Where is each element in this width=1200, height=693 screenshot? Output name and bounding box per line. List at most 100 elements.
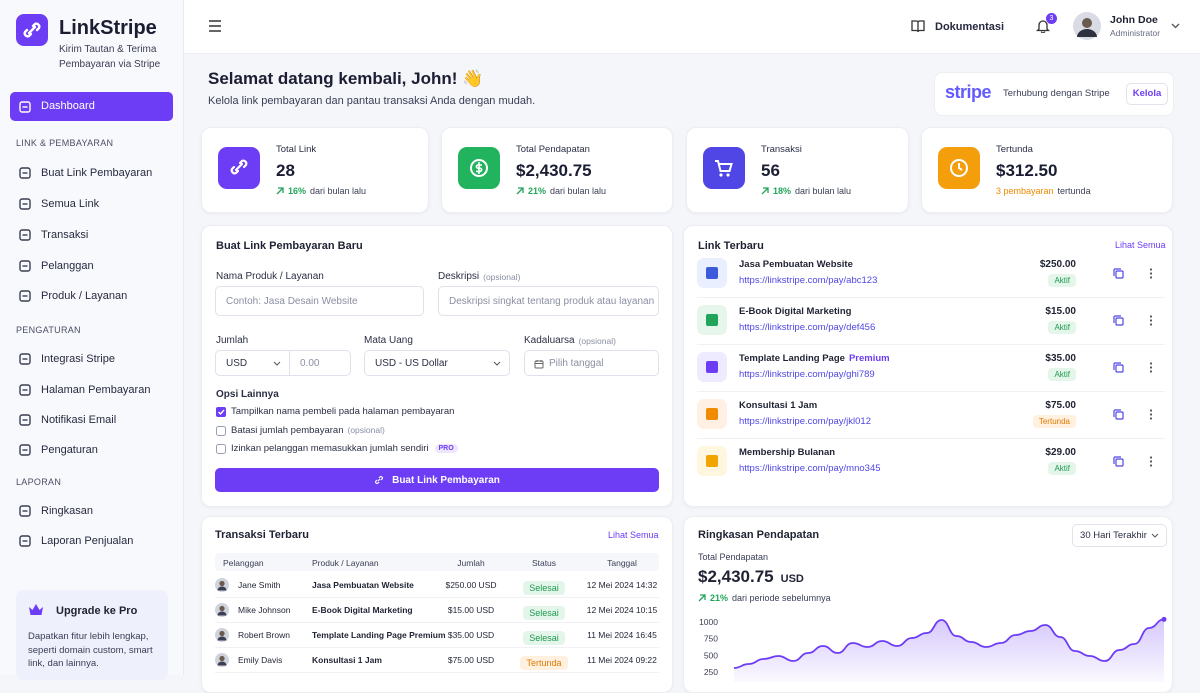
area xyxy=(734,619,1164,682)
customer-avatar xyxy=(215,628,229,642)
more-icon[interactable] xyxy=(1149,315,1153,326)
nav-item[interactable]: Integrasi Stripe xyxy=(41,353,115,365)
page: {"sidebar":{"brand":"LinkStripe","taglin… xyxy=(10,0,1200,693)
checkbox[interactable] xyxy=(216,444,226,455)
amount-input[interactable]: 0.00 xyxy=(289,350,351,376)
nav-icon xyxy=(19,229,31,241)
link-url[interactable]: https://linkstripe.com/pay/mno345 xyxy=(739,463,881,474)
user-role: Administrator xyxy=(1110,28,1161,38)
amount: $75.00 USD xyxy=(447,655,495,665)
stat-change: 18% xyxy=(773,186,792,196)
user-name: John Doe xyxy=(1110,14,1158,26)
recent-transactions-card: Transaksi Terbaru Lihat Semua Pelanggan Pro… xyxy=(201,516,673,693)
currency-dropdown[interactable]: USD - US Dollar xyxy=(364,350,510,376)
promo-text: Dapatkan fitur lebih lengkap, seperti do… xyxy=(28,631,153,669)
copy-icon[interactable] xyxy=(1113,315,1124,326)
more-icon[interactable] xyxy=(1149,409,1153,420)
up-arrow xyxy=(761,187,769,195)
nav-item[interactable]: Produk / Layanan xyxy=(41,290,128,302)
nav-item[interactable]: Semua Link xyxy=(41,198,100,210)
customer-avatar xyxy=(215,578,229,592)
revenue-change-row: 21% dari periode sebelumnya xyxy=(698,593,831,603)
stat-change: 16% xyxy=(288,186,307,196)
link-url[interactable]: https://linkstripe.com/pay/def456 xyxy=(739,322,876,333)
nav-icon xyxy=(19,414,31,426)
stat-change-row: 21% dari bulan lalu xyxy=(516,186,606,196)
status-cell: Selesai xyxy=(484,628,604,646)
view-all-link[interactable]: Lihat Semua xyxy=(608,530,659,540)
more-icon[interactable] xyxy=(1149,268,1153,279)
y-tick-label: 1000 xyxy=(699,617,718,627)
transaction-status: Selesai xyxy=(523,581,565,595)
nav-item[interactable]: Pelanggan xyxy=(41,260,94,272)
link-status: Aktif xyxy=(1048,462,1076,475)
revenue-label: Total Pendapatan xyxy=(698,552,769,562)
revenue-note: dari periode sebelumnya xyxy=(732,593,831,603)
copy-icon[interactable] xyxy=(1113,409,1124,420)
nav-item[interactable]: Buat Link Pembayaran xyxy=(41,167,153,179)
copy-icon[interactable] xyxy=(1113,268,1124,279)
y-tick-label: 500 xyxy=(704,650,718,660)
stat-label: Tertunda xyxy=(996,144,1033,155)
menu-icon xyxy=(209,20,221,32)
column-header: Pelanggan xyxy=(223,558,264,568)
field-label: Deskripsi xyxy=(438,271,480,282)
product-name: Jasa Pembuatan Website xyxy=(312,580,414,590)
divider xyxy=(697,438,1165,439)
tagline: Kirim Tautan & Terima Pembayaran via Str… xyxy=(59,44,161,70)
nav-item[interactable]: Notifikasi Email xyxy=(41,414,117,426)
link-url[interactable]: https://linkstripe.com/pay/jkl012 xyxy=(739,416,872,427)
customer-name: Jane Smith xyxy=(238,580,281,590)
stripe-logo: stripe xyxy=(945,82,992,102)
period-select[interactable]: 30 Hari Terakhir xyxy=(1072,524,1167,547)
up-arrow xyxy=(276,187,284,195)
nav-item[interactable]: Ringkasan xyxy=(41,505,93,517)
divider xyxy=(697,297,1165,298)
column-header: Tanggal xyxy=(607,558,637,568)
checkbox[interactable] xyxy=(216,407,226,417)
stripe-manage-button[interactable]: Kelola xyxy=(1126,83,1168,105)
docs-link[interactable]: Dokumentasi xyxy=(935,21,1005,33)
link-price: $250.00 xyxy=(1039,259,1076,270)
stat-label: Total Link xyxy=(276,144,317,155)
nav-item[interactable]: Transaksi xyxy=(41,229,89,241)
submit-button[interactable]: Buat Link Pembayaran xyxy=(215,468,659,492)
copy-icon[interactable] xyxy=(1113,362,1124,373)
crown-icon xyxy=(29,604,43,615)
option-label: Batasi jumlah pembayaran xyxy=(231,424,344,436)
stat-value: $312.50 xyxy=(996,161,1058,180)
revenue-chart: 250 500 750 1000 xyxy=(699,616,1167,682)
row-divider xyxy=(215,672,659,673)
nav-item[interactable]: Laporan Penjualan xyxy=(41,535,134,547)
currency-select[interactable]: USD xyxy=(215,350,290,376)
line xyxy=(733,618,1165,669)
description-input[interactable]: Deskripsi singkat tentang produk atau la… xyxy=(438,286,659,316)
more-icon[interactable] xyxy=(1149,362,1153,373)
product-name: Template Landing Page Premium xyxy=(312,630,446,640)
link-url[interactable]: https://linkstripe.com/pay/ghi789 xyxy=(739,369,875,380)
nav-item-active[interactable]: Dashboard xyxy=(10,92,173,121)
column-header: Produk / Layanan xyxy=(312,558,379,568)
nav-icon xyxy=(19,505,31,517)
link-url[interactable]: https://linkstripe.com/pay/abc123 xyxy=(739,275,878,286)
customer-avatar xyxy=(215,653,229,667)
stat-card: Transaksi 56 18% dari bulan lalu xyxy=(686,127,909,213)
view-all-link[interactable]: Lihat Semua xyxy=(1115,240,1166,250)
nav-section-title: LINK & PEMBAYARAN xyxy=(16,138,114,148)
stat-note: dari bulan lalu xyxy=(795,186,852,196)
column-header: Jumlah xyxy=(457,558,485,568)
avatar xyxy=(1073,12,1101,40)
link-name: Jasa Pembuatan Website xyxy=(739,259,853,270)
copy-icon[interactable] xyxy=(1113,456,1124,467)
stat-icon xyxy=(703,147,745,189)
status-cell: Tertunda xyxy=(484,653,604,671)
field-note: (opsional) xyxy=(578,335,616,346)
more-icon[interactable] xyxy=(1149,456,1153,467)
nav-item[interactable]: Halaman Pembayaran xyxy=(41,384,151,396)
name-input[interactable]: Contoh: Jasa Desain Website xyxy=(215,286,424,316)
expiry-input[interactable]: Pilih tanggal xyxy=(524,350,659,376)
amount: $35.00 USD xyxy=(447,630,495,640)
checkbox[interactable] xyxy=(216,425,226,436)
nav-item[interactable]: Pengaturan xyxy=(41,444,98,456)
recent-links-card: Link Terbaru Lihat Semua Jasa Pembuatan We… xyxy=(683,225,1173,507)
